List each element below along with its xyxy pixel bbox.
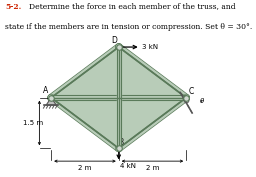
Text: 2 m: 2 m [78,164,92,170]
Polygon shape [119,47,186,148]
Text: 4 kN: 4 kN [120,163,136,169]
Text: θ: θ [200,98,204,104]
Text: C: C [189,87,194,96]
Text: 1.5 m: 1.5 m [23,120,43,126]
Text: 5-2.: 5-2. [5,3,21,11]
Text: B: B [119,138,124,147]
Text: 3 kN: 3 kN [142,44,158,50]
Text: Determine the force in each member of the truss, and: Determine the force in each member of th… [29,3,236,11]
Text: D: D [111,36,117,45]
Text: A: A [42,86,48,95]
Polygon shape [46,98,56,105]
Polygon shape [51,47,119,148]
Text: state if the members are in tension or compression. Set θ = 30°.: state if the members are in tension or c… [5,23,252,31]
Text: 2 m: 2 m [146,164,159,170]
